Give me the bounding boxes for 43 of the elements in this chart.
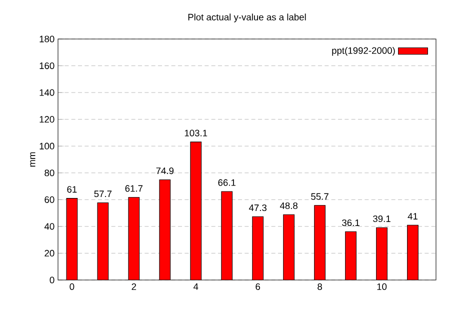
data-label: 57.7 <box>94 190 112 198</box>
data-label: 61.7 <box>125 185 143 192</box>
x-tick-label: 2 <box>132 283 136 290</box>
y-tick-label: 140 <box>40 89 54 96</box>
y-tick-label: 60 <box>44 196 54 203</box>
bar <box>283 214 295 280</box>
bar <box>314 205 326 280</box>
x-tick-label: 6 <box>256 283 260 290</box>
data-label: 41 <box>408 213 418 220</box>
y-tick-label: 40 <box>44 223 54 230</box>
data-label: 36.1 <box>342 219 360 226</box>
data-label: 55.7 <box>311 193 328 200</box>
y-axis-title: mm <box>30 152 36 167</box>
data-label: 66.1 <box>218 179 236 186</box>
x-tick-label: 10 <box>377 283 387 290</box>
x-tick-label: 0 <box>70 283 74 290</box>
y-tick-label: 80 <box>44 170 54 176</box>
bar <box>159 179 171 280</box>
bar <box>128 197 140 280</box>
data-label: 39.1 <box>373 215 390 222</box>
bar <box>376 227 388 280</box>
y-tick-label: 20 <box>44 250 54 257</box>
y-tick-label: 120 <box>40 116 54 123</box>
y-tick-label: 180 <box>40 36 54 42</box>
y-tick-label: 160 <box>40 62 54 70</box>
data-label: 61 <box>67 186 77 193</box>
y-tick-label: 100 <box>40 142 54 150</box>
legend-label: ppt(1992-2000) <box>332 47 395 56</box>
data-label: 103.1 <box>184 130 208 136</box>
bar <box>190 142 202 280</box>
data-label: 48.8 <box>280 202 298 210</box>
bar <box>97 202 109 280</box>
bar <box>407 224 418 280</box>
data-label: 47.3 <box>248 204 267 212</box>
bar <box>66 198 78 280</box>
bar <box>345 231 356 280</box>
chart-title: Plot actual y-value as a label <box>188 14 306 22</box>
bar <box>252 216 264 280</box>
bar <box>221 191 233 280</box>
y-tick-label: 0 <box>50 276 54 284</box>
x-tick-label: 8 <box>318 283 322 290</box>
data-label: 74.9 <box>156 168 174 174</box>
x-tick-label: 4 <box>193 283 198 290</box>
